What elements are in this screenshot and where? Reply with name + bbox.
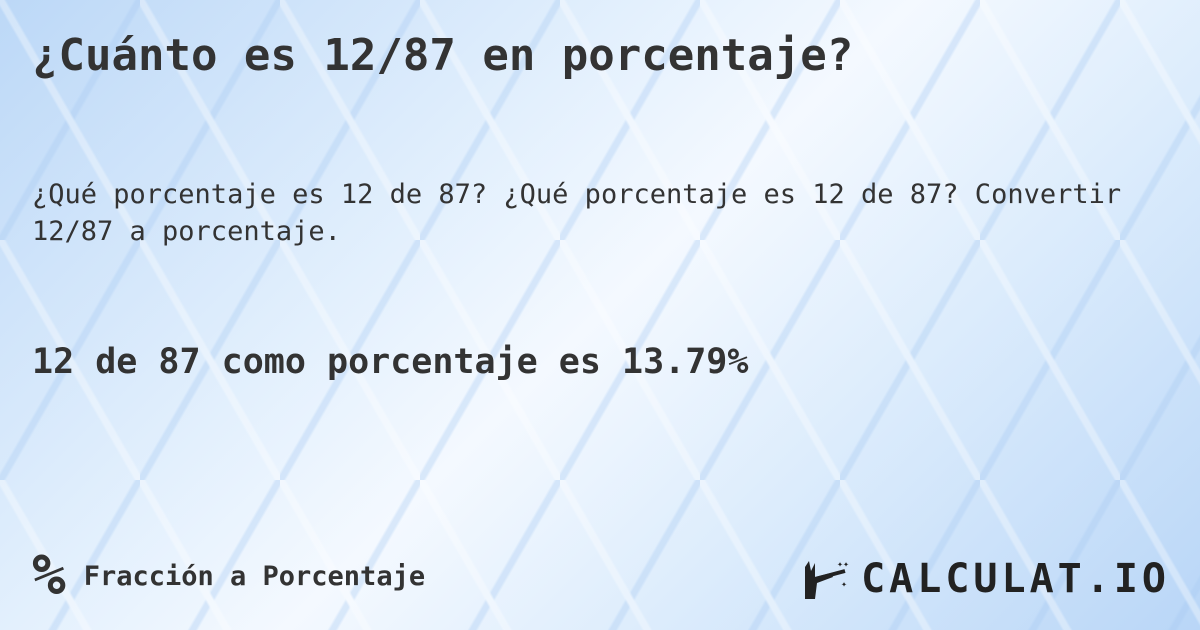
svg-text:✦: ✦ [841,579,847,590]
magic-hand-icon: ✦✦ ✦ [805,559,849,599]
logo[interactable]: ✦✦ ✦ CALCULAT.IO [801,556,1170,602]
answer: 12 de 87 como porcentaje es 13.79% [32,342,749,382]
page-title: ¿Cuánto es 12/87 en porcentaje? [32,30,854,81]
subtitle: ¿Qué porcentaje es 12 de 87? ¿Qué porcen… [32,179,1122,247]
category-footer: % Fracción a Porcentaje [32,548,425,604]
logo-text: CALCULAT.IO [861,556,1170,602]
percent-icon: % [32,543,66,608]
category-link[interactable]: Fracción a Porcentaje [83,560,426,592]
svg-text:✦✦: ✦✦ [837,559,849,570]
